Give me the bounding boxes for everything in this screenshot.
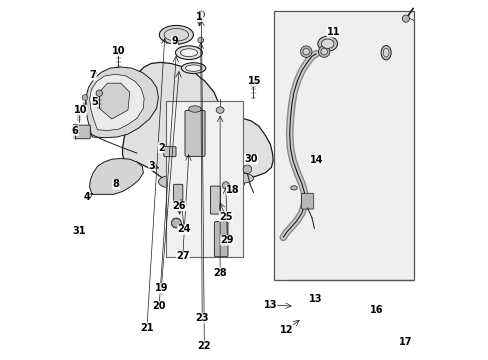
Text: 31: 31 bbox=[72, 226, 85, 236]
Polygon shape bbox=[122, 62, 273, 184]
Bar bbox=[165, 101, 242, 257]
FancyBboxPatch shape bbox=[173, 184, 183, 208]
Text: 17: 17 bbox=[398, 337, 412, 347]
Circle shape bbox=[76, 106, 81, 112]
Ellipse shape bbox=[188, 106, 201, 112]
Text: 18: 18 bbox=[226, 185, 239, 195]
Text: 21: 21 bbox=[140, 323, 153, 333]
Ellipse shape bbox=[317, 36, 337, 51]
Text: 13: 13 bbox=[308, 294, 322, 304]
Ellipse shape bbox=[180, 49, 197, 57]
Text: 16: 16 bbox=[370, 305, 383, 315]
Circle shape bbox=[72, 124, 78, 130]
Text: 3: 3 bbox=[148, 161, 155, 171]
Text: 10: 10 bbox=[73, 105, 87, 115]
Circle shape bbox=[82, 95, 88, 100]
Text: 26: 26 bbox=[172, 201, 185, 211]
Text: 8: 8 bbox=[112, 179, 119, 189]
Ellipse shape bbox=[223, 178, 244, 189]
Ellipse shape bbox=[383, 48, 388, 57]
Circle shape bbox=[96, 90, 102, 96]
Ellipse shape bbox=[159, 26, 193, 44]
Polygon shape bbox=[89, 74, 144, 131]
Circle shape bbox=[198, 37, 203, 43]
Circle shape bbox=[320, 48, 326, 55]
FancyBboxPatch shape bbox=[301, 193, 313, 209]
Text: 27: 27 bbox=[176, 251, 189, 261]
FancyBboxPatch shape bbox=[76, 125, 90, 139]
Text: 4: 4 bbox=[83, 192, 90, 202]
Polygon shape bbox=[89, 158, 143, 194]
Bar bbox=[274, 12, 413, 280]
Ellipse shape bbox=[158, 175, 187, 188]
Text: 2: 2 bbox=[158, 143, 164, 153]
FancyBboxPatch shape bbox=[214, 222, 227, 257]
Ellipse shape bbox=[290, 186, 297, 190]
Text: 9: 9 bbox=[171, 36, 178, 46]
Ellipse shape bbox=[181, 63, 205, 73]
Polygon shape bbox=[99, 83, 129, 119]
Ellipse shape bbox=[216, 107, 224, 113]
Circle shape bbox=[171, 218, 181, 228]
Text: 22: 22 bbox=[197, 341, 211, 351]
Text: 5: 5 bbox=[91, 97, 98, 107]
Circle shape bbox=[300, 46, 311, 57]
Ellipse shape bbox=[175, 46, 202, 59]
FancyBboxPatch shape bbox=[210, 186, 220, 214]
Text: 7: 7 bbox=[90, 70, 96, 80]
FancyBboxPatch shape bbox=[184, 111, 204, 156]
Ellipse shape bbox=[321, 39, 333, 48]
Text: 25: 25 bbox=[219, 212, 232, 221]
Ellipse shape bbox=[185, 65, 201, 71]
Text: 11: 11 bbox=[326, 27, 340, 37]
Text: 28: 28 bbox=[213, 267, 226, 278]
Ellipse shape bbox=[235, 174, 253, 183]
Ellipse shape bbox=[380, 45, 390, 60]
Text: 1: 1 bbox=[196, 12, 203, 22]
Circle shape bbox=[198, 11, 204, 18]
Circle shape bbox=[250, 81, 256, 87]
Text: 6: 6 bbox=[72, 126, 79, 135]
Circle shape bbox=[318, 46, 329, 57]
Ellipse shape bbox=[182, 178, 206, 189]
Circle shape bbox=[303, 48, 309, 55]
Text: 13: 13 bbox=[263, 300, 277, 310]
Text: 23: 23 bbox=[195, 313, 208, 323]
Text: 24: 24 bbox=[177, 225, 191, 234]
Text: 30: 30 bbox=[244, 154, 257, 164]
Circle shape bbox=[243, 165, 251, 174]
Text: 29: 29 bbox=[220, 235, 234, 245]
Circle shape bbox=[222, 182, 229, 189]
Text: 14: 14 bbox=[309, 155, 322, 165]
Text: 15: 15 bbox=[247, 76, 261, 86]
Text: 19: 19 bbox=[154, 283, 168, 293]
Polygon shape bbox=[86, 67, 158, 138]
Text: 12: 12 bbox=[280, 325, 293, 335]
FancyBboxPatch shape bbox=[163, 147, 176, 157]
Text: 10: 10 bbox=[111, 46, 125, 56]
Circle shape bbox=[402, 15, 408, 22]
Text: 20: 20 bbox=[152, 301, 165, 311]
Circle shape bbox=[115, 48, 121, 55]
Ellipse shape bbox=[204, 179, 226, 190]
